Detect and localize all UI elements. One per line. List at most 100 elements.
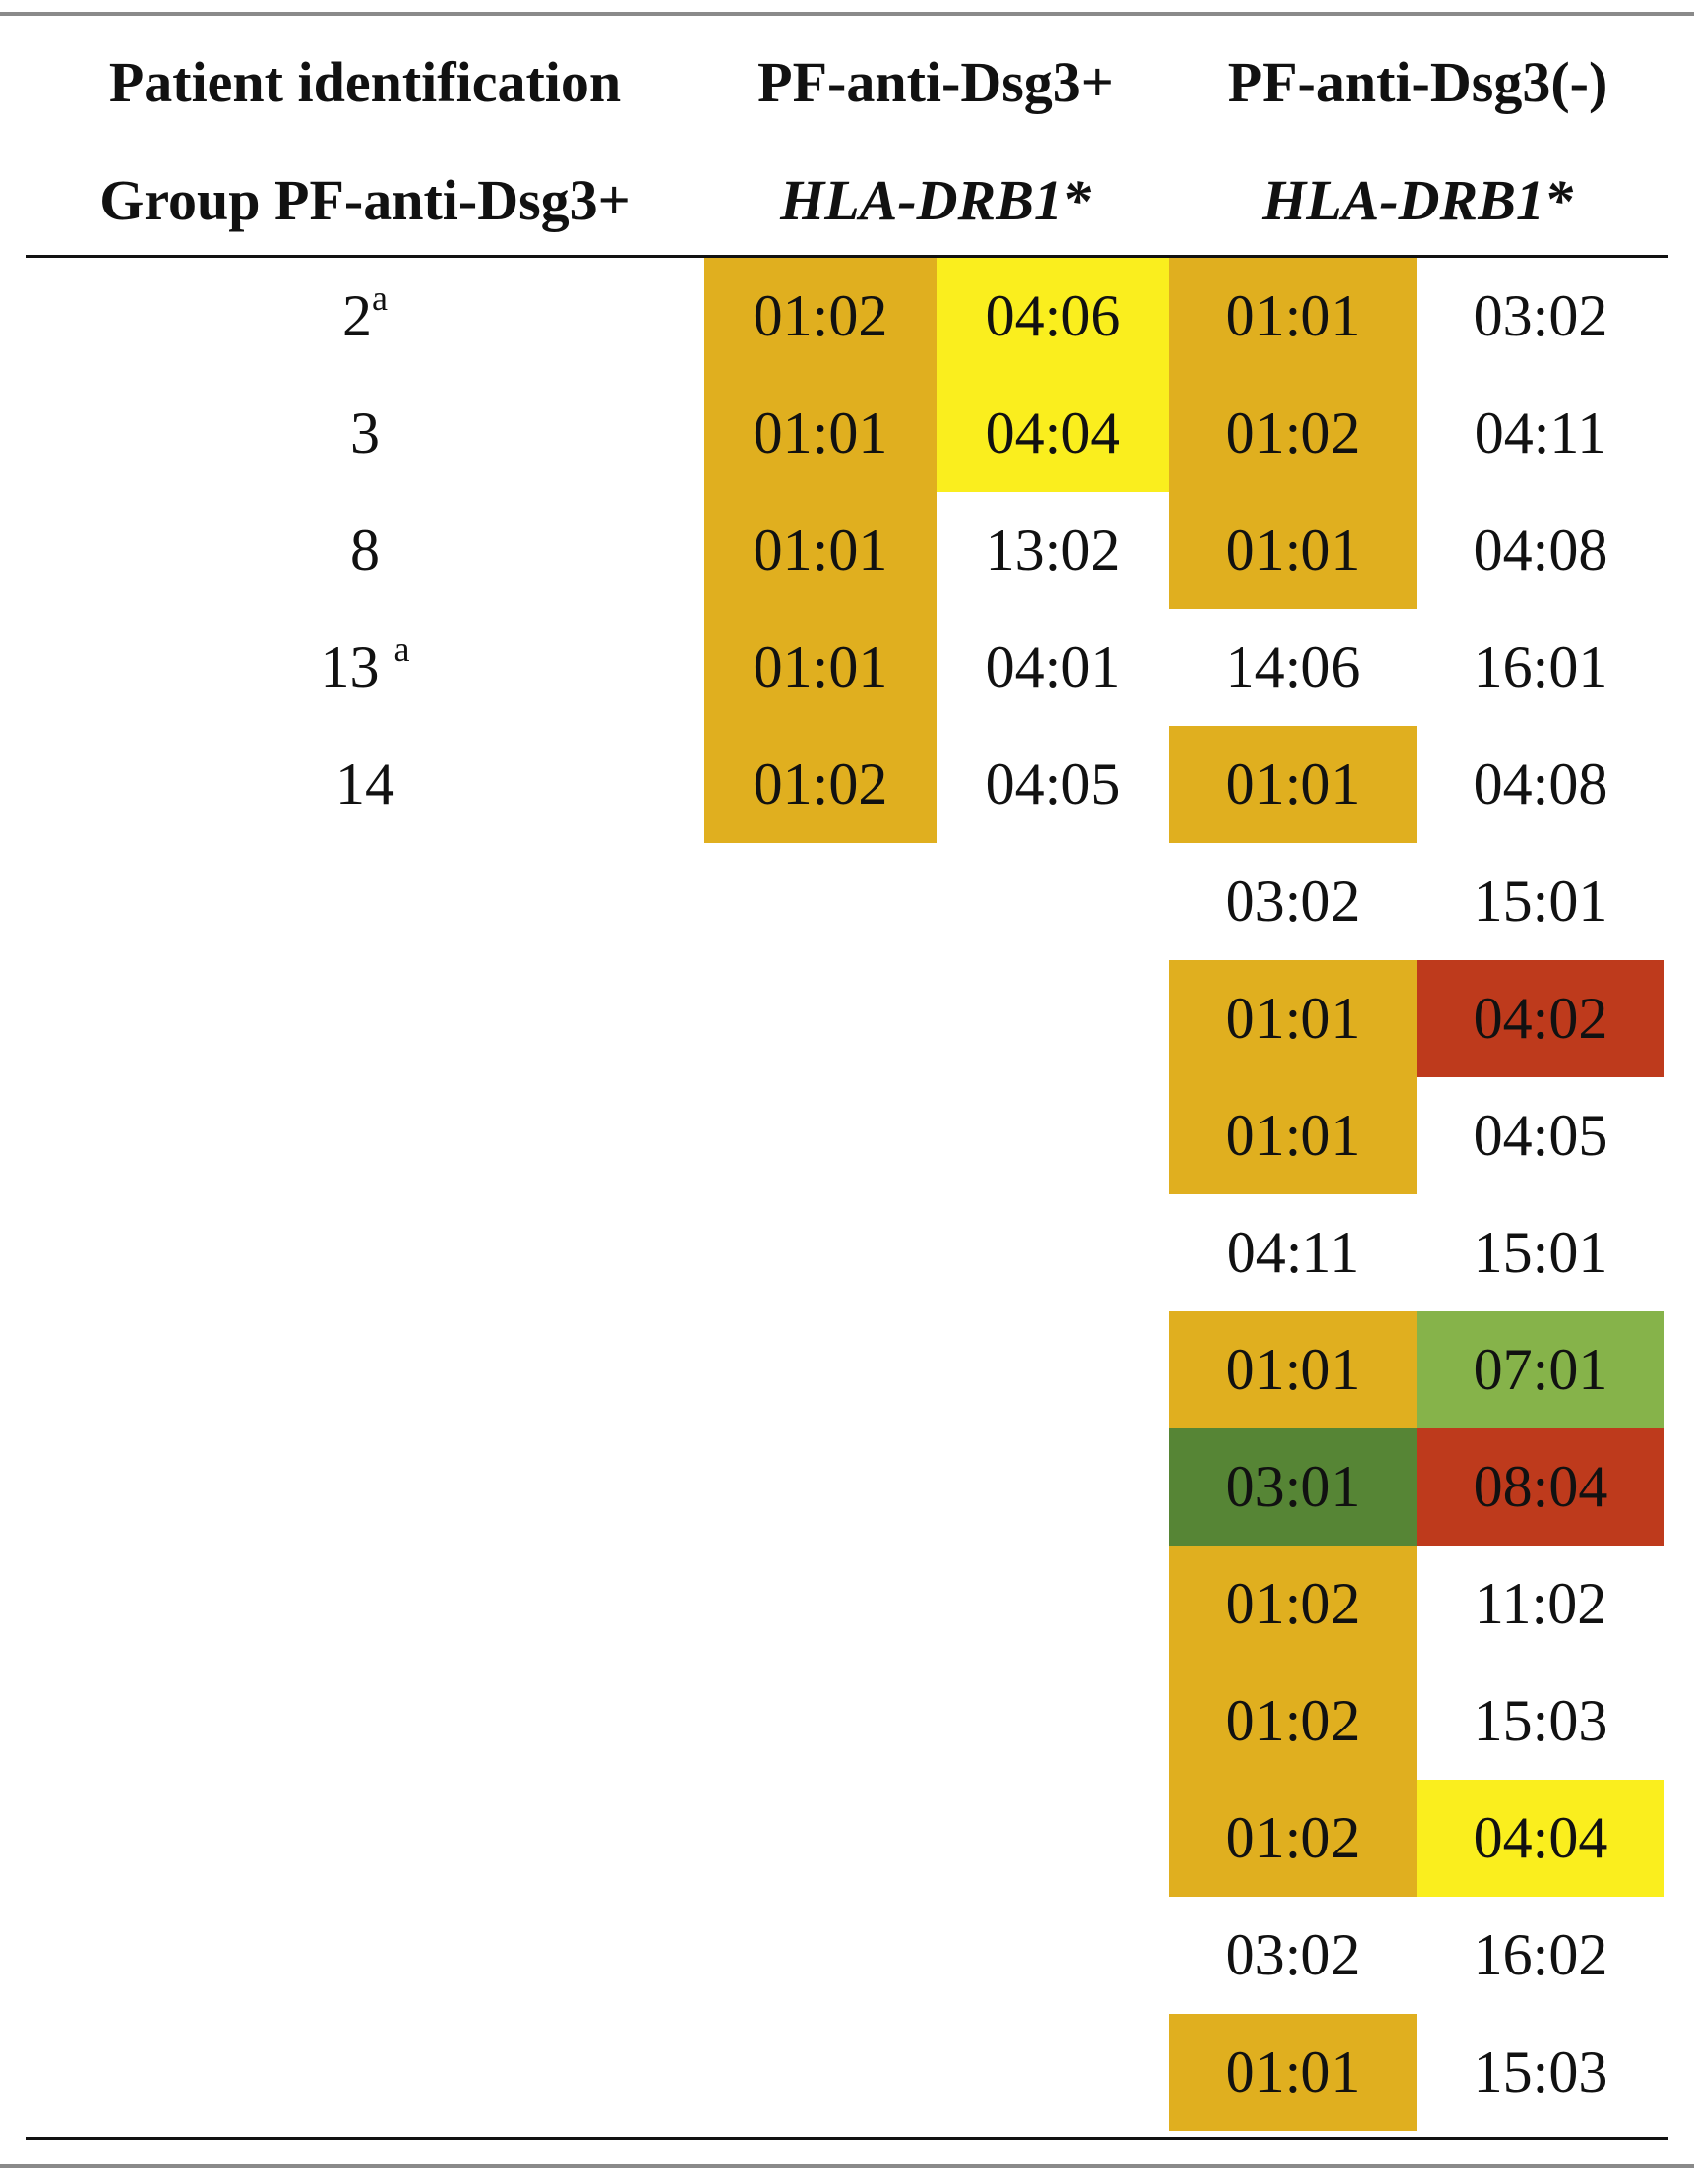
- allele-cell: 03:01: [1169, 1428, 1417, 1546]
- allele-cell: 01:02: [1169, 1780, 1417, 1897]
- patient-id-cell: [26, 1663, 704, 1780]
- allele-cell: 01:02: [704, 258, 937, 375]
- allele-cell: 01:02: [1169, 375, 1417, 492]
- header-row-2: Group PF-anti-Dsg3+ HLA-DRB1* HLA-DRB1*: [26, 142, 1668, 260]
- table-row: 03:02 15:01: [26, 843, 1668, 960]
- table-row: 3 01:01 04:04 01:02 04:11: [26, 375, 1668, 492]
- allele-cell: 03:02: [1473, 283, 1608, 348]
- allele-cell: [704, 1194, 937, 1311]
- table-bottom-divider: [26, 2137, 1668, 2140]
- allele-cell: [704, 1780, 937, 1897]
- allele-cell: 16:02: [1473, 1922, 1608, 1987]
- patient-id-cell: 8: [26, 492, 704, 609]
- allele-cell: 01:01: [1169, 1077, 1417, 1194]
- header-hla-drb1-positive: HLA-DRB1*: [780, 168, 1091, 232]
- table-row: 01:02 15:03: [26, 1663, 1668, 1780]
- allele-cell: [937, 2014, 1169, 2131]
- allele-cell: [937, 960, 1169, 1077]
- table-row: 03:02 16:02: [26, 1897, 1668, 2014]
- allele-cell: 04:11: [1226, 1220, 1360, 1285]
- allele-cell: 04:05: [985, 752, 1120, 817]
- allele-cell: [937, 1780, 1169, 1897]
- patient-id-cell: 2a: [26, 258, 704, 375]
- patient-id-cell: [26, 1897, 704, 2014]
- allele-cell: 04:01: [985, 635, 1120, 699]
- patient-id-cell: [26, 1428, 704, 1546]
- allele-cell: [704, 1897, 937, 2014]
- patient-id: 8: [350, 517, 380, 582]
- footnote-marker: a: [393, 630, 410, 669]
- patient-id-cell: [26, 1780, 704, 1897]
- allele-cell: 13:02: [985, 517, 1120, 582]
- header-pf-anti-dsg3-positive: PF-anti-Dsg3+: [757, 50, 1114, 114]
- allele-cell: 04:11: [1474, 400, 1607, 465]
- bottom-border-rule: [0, 2164, 1694, 2168]
- header-patient-identification: Patient identification: [108, 50, 622, 114]
- allele-cell: [937, 1311, 1169, 1428]
- patient-id: 3: [350, 400, 380, 465]
- allele-cell: 01:01: [1169, 2014, 1417, 2131]
- table-row: 8 01:01 13:02 01:01 04:08: [26, 492, 1668, 609]
- allele-cell: 01:01: [1169, 258, 1417, 375]
- header-row-1: Patient identification PF-anti-Dsg3+ PF-…: [26, 24, 1668, 142]
- allele-cell: [704, 843, 937, 960]
- patient-id-cell: [26, 1077, 704, 1194]
- allele-cell: [937, 843, 1169, 960]
- patient-id-cell: 14: [26, 726, 704, 843]
- patient-id-cell: [26, 960, 704, 1077]
- allele-cell: 04:04: [937, 375, 1169, 492]
- allele-cell: 03:02: [1225, 1922, 1361, 1987]
- allele-cell: 14:06: [1225, 635, 1361, 699]
- header-pf-anti-dsg3-negative: PF-anti-Dsg3(-): [1227, 50, 1608, 114]
- header-hla-drb1-negative: HLA-DRB1*: [1262, 168, 1573, 232]
- allele-cell: 15:03: [1473, 2039, 1608, 2104]
- allele-cell: 16:01: [1473, 635, 1608, 699]
- table-row: 01:01 07:01: [26, 1311, 1668, 1428]
- allele-cell: 15:01: [1473, 869, 1608, 934]
- patient-id-cell: [26, 1311, 704, 1428]
- allele-cell: 04:08: [1473, 517, 1608, 582]
- allele-cell: [704, 960, 937, 1077]
- table-row: 01:01 04:02: [26, 960, 1668, 1077]
- allele-cell: [704, 1428, 937, 1546]
- allele-cell: [937, 1897, 1169, 2014]
- allele-cell: [937, 1077, 1169, 1194]
- allele-cell: 01:02: [704, 726, 937, 843]
- table-row: 03:01 08:04: [26, 1428, 1668, 1546]
- patient-id: 2: [342, 283, 372, 348]
- allele-cell: [704, 1546, 937, 1663]
- allele-cell: [704, 1663, 937, 1780]
- allele-cell: [704, 1311, 937, 1428]
- table-row: 04:11 15:01: [26, 1194, 1668, 1311]
- allele-cell: 04:06: [937, 258, 1169, 375]
- allele-cell: 01:02: [1169, 1663, 1417, 1780]
- allele-cell: 01:01: [1169, 492, 1417, 609]
- patient-id-cell: 13 a: [26, 609, 704, 726]
- allele-cell: 04:04: [1417, 1780, 1664, 1897]
- allele-cell: 01:01: [1169, 1311, 1417, 1428]
- allele-cell: 04:08: [1473, 752, 1608, 817]
- patient-id-cell: [26, 1546, 704, 1663]
- header-divider: [26, 255, 1668, 258]
- allele-cell: [704, 1077, 937, 1194]
- footnote-marker: a: [372, 278, 388, 318]
- allele-cell: 01:02: [1169, 1546, 1417, 1663]
- allele-cell: [704, 2014, 937, 2131]
- table-row: 2a 01:02 04:06 01:01 03:02: [26, 258, 1668, 375]
- allele-cell: 01:01: [704, 609, 937, 726]
- allele-cell: 01:01: [704, 375, 937, 492]
- allele-cell: [937, 1194, 1169, 1311]
- allele-cell: 15:01: [1473, 1220, 1608, 1285]
- patient-id-cell: 3: [26, 375, 704, 492]
- patient-id-cell: [26, 2014, 704, 2131]
- allele-cell: 15:03: [1473, 1688, 1608, 1753]
- allele-cell: [937, 1663, 1169, 1780]
- allele-cell: 04:05: [1473, 1103, 1608, 1168]
- allele-cell: [937, 1546, 1169, 1663]
- allele-cell: 11:02: [1474, 1571, 1607, 1636]
- table-row: 01:01 04:05: [26, 1077, 1668, 1194]
- allele-cell: 01:01: [704, 492, 937, 609]
- table-row: 13 a 01:01 04:01 14:06 16:01: [26, 609, 1668, 726]
- allele-cell: [937, 1428, 1169, 1546]
- patient-id: 13: [320, 635, 380, 699]
